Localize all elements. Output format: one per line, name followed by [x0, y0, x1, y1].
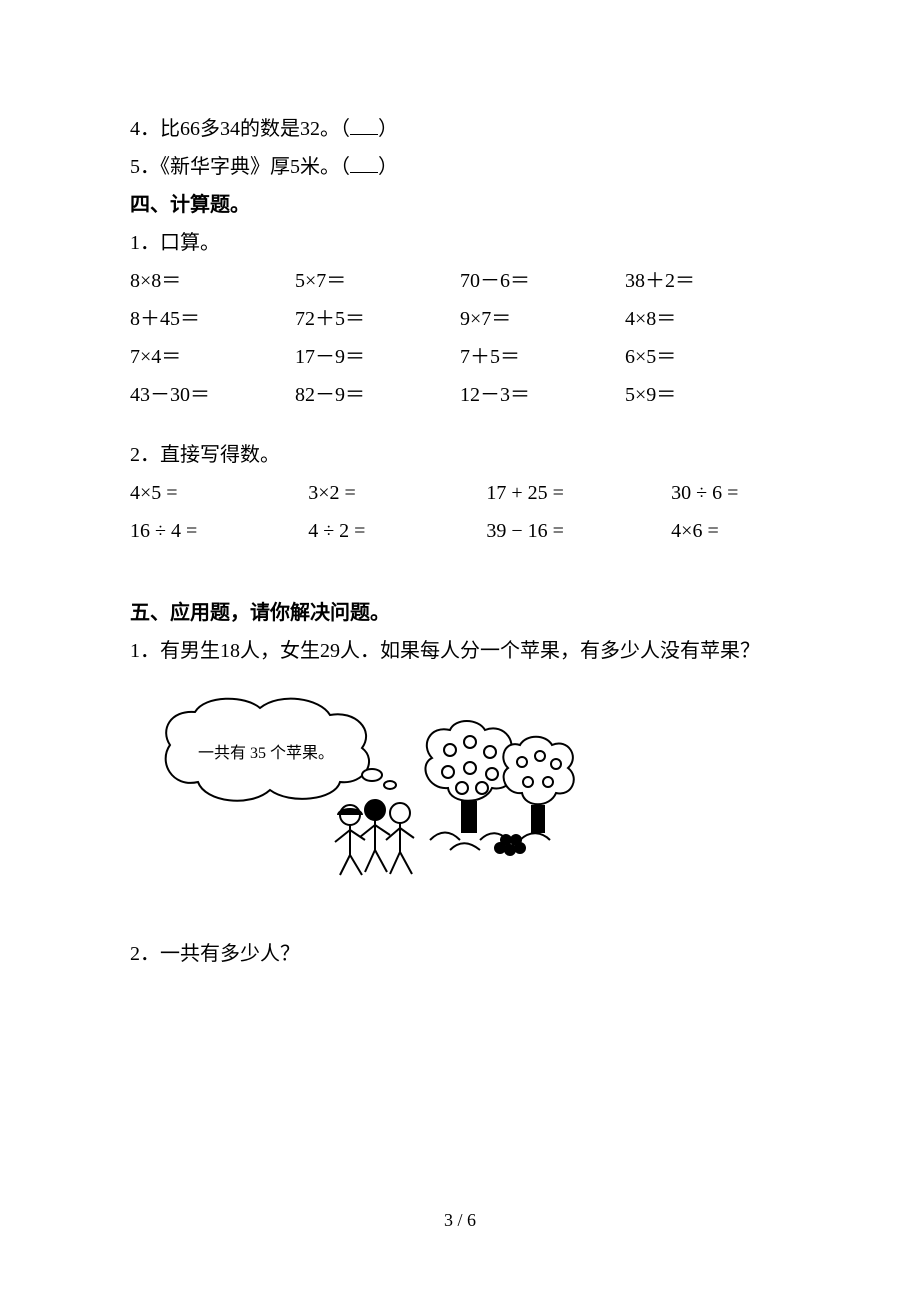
illustration: 一共有 35 个苹果。: [150, 690, 790, 903]
tf4-blank[interactable]: [350, 116, 378, 135]
tf5-text: 5．《新华字典》厚5米。（: [130, 156, 350, 178]
section-4-heading: 四、计算题。: [130, 186, 790, 224]
calc-cell: 6×5＝: [625, 338, 790, 376]
calc-cell: 12－3＝: [460, 376, 625, 414]
calc-cell: 9×7＝: [460, 300, 625, 338]
calc-cell: 72＋5＝: [295, 300, 460, 338]
page-footer: 3 / 6: [0, 1210, 920, 1231]
calc-cell: 5×7＝: [295, 262, 460, 300]
calc-cell: 17 + 25 =: [486, 474, 671, 512]
calc-row: 8×8＝ 5×7＝ 70－6＝ 38＋2＝: [130, 262, 790, 300]
calc-cell: 82－9＝: [295, 376, 460, 414]
tf5-blank[interactable]: [350, 154, 378, 173]
calc-cell: 7×4＝: [130, 338, 295, 376]
calc-cell: 16 ÷ 4 =: [130, 512, 308, 550]
calc-cell: 30 ÷ 6 =: [671, 474, 790, 512]
true-false-item-5: 5．《新华字典》厚5米。（ ）: [130, 148, 790, 186]
calc-cell: 4 ÷ 2 =: [308, 512, 486, 550]
section-4-q2: 2．直接写得数。: [130, 436, 790, 474]
calc-cell: 3×2 =: [308, 474, 486, 512]
section-5-heading: 五、应用题，请你解决问题。: [130, 594, 790, 632]
calc-row: 43－30＝ 82－9＝ 12－3＝ 5×9＝: [130, 376, 790, 414]
tf5-end: ）: [378, 156, 398, 178]
calc-cell: 17－9＝: [295, 338, 460, 376]
calc-cell: 8×8＝: [130, 262, 295, 300]
calc-row: 8＋45＝ 72＋5＝ 9×7＝ 4×8＝: [130, 300, 790, 338]
apple-scene-icon: 一共有 35 个苹果。: [150, 690, 590, 890]
calc-cell: 70－6＝: [460, 262, 625, 300]
tf4-end: ）: [378, 118, 398, 140]
calc-cell: 4×6 =: [671, 512, 790, 550]
calc-cell: 39 − 16 =: [486, 512, 671, 550]
section-5-q1: 1．有男生18人，女生29人．如果每人分一个苹果，有多少人没有苹果？: [130, 632, 790, 670]
calc-cell: 4×8＝: [625, 300, 790, 338]
calc-row: 16 ÷ 4 = 4 ÷ 2 = 39 − 16 = 4×6 =: [130, 512, 790, 550]
calc-cell: 8＋45＝: [130, 300, 295, 338]
section-5-q2: 2．一共有多少人？: [130, 935, 790, 973]
calc-row: 4×5 = 3×2 = 17 + 25 = 30 ÷ 6 =: [130, 474, 790, 512]
calc-cell: 4×5 =: [130, 474, 308, 512]
calc-cell: 38＋2＝: [625, 262, 790, 300]
calc-cell: 5×9＝: [625, 376, 790, 414]
true-false-item-4: 4．比66多34的数是32。（ ）: [130, 110, 790, 148]
tf4-text: 4．比66多34的数是32。（: [130, 118, 350, 140]
calc-row: 7×4＝ 17－9＝ 7＋5＝ 6×5＝: [130, 338, 790, 376]
section-4-q1: 1．口算。: [130, 224, 790, 262]
bubble-text: 一共有 35 个苹果。: [198, 744, 334, 762]
calc-cell: 7＋5＝: [460, 338, 625, 376]
calc-cell: 43－30＝: [130, 376, 295, 414]
